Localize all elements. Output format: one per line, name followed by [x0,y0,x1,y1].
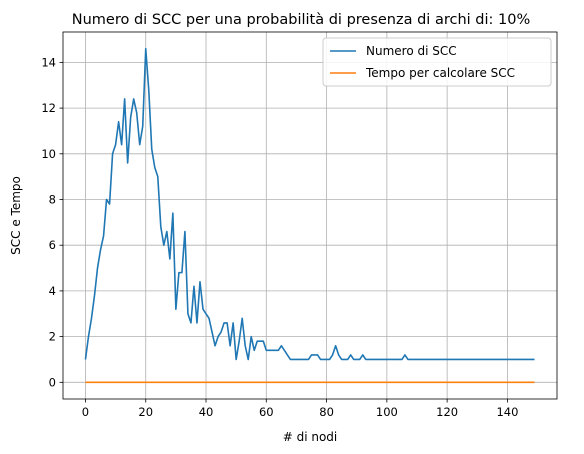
legend-label-series-2: Tempo per calcolare SCC [365,66,515,80]
x-tick-label: 140 [496,405,518,419]
axis-ticks: 0 20 40 60 80 100 120 140 0 2 4 6 8 10 12 14 [41,55,518,419]
y-tick-label: 2 [49,330,56,344]
y-tick-label: 12 [41,101,56,115]
y-tick-label: 6 [49,238,56,252]
x-tick-label: 0 [82,405,89,419]
y-tick-label: 10 [41,147,56,161]
y-tick-label: 8 [49,193,56,207]
x-tick-label: 120 [436,405,458,419]
series-layer [84,47,535,384]
y-tick-label: 14 [41,55,56,69]
x-tick-label: 60 [259,405,274,419]
x-tick-label: 20 [138,405,153,419]
series-line-1 [84,47,535,361]
legend-label-series-1: Numero di SCC [366,44,457,58]
chart-title: Numero di SCC per una probabilità di pre… [72,12,530,28]
x-axis-label: # di nodi [283,430,338,444]
x-tick-label: 80 [319,405,334,419]
x-tick-label: 40 [199,405,214,419]
y-tick-label: 4 [49,284,56,298]
y-tick-label: 0 [49,375,56,389]
plot-frame [62,31,558,400]
legend-box [322,37,552,87]
x-tick-label: 100 [376,405,398,419]
legend: Numero di SCC Tempo per calcolare SCC [322,37,552,87]
y-axis-label: SCC e Tempo [9,176,23,255]
